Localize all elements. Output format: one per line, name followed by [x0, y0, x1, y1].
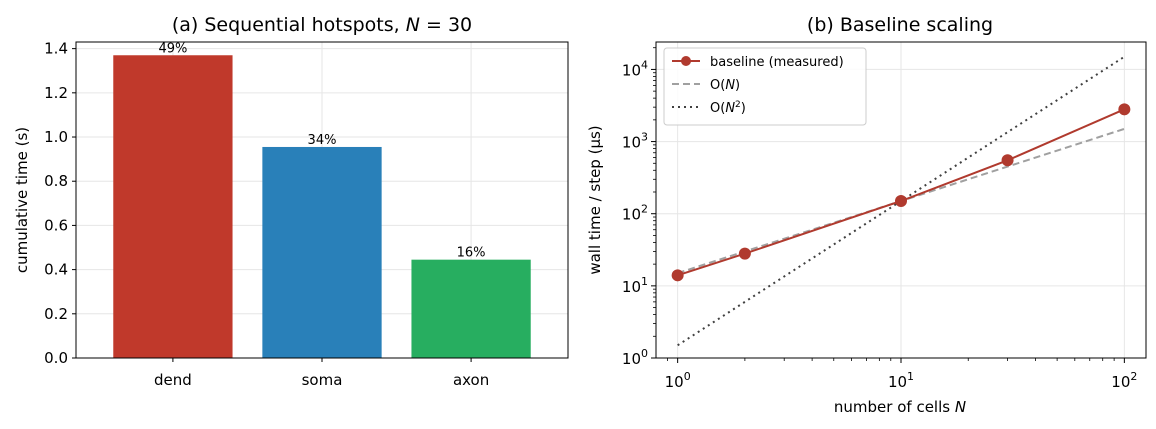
bar-label-axon: 16% [457, 246, 486, 261]
data-point [1001, 154, 1014, 167]
panel-a-ytick-label: 1.4 [44, 40, 68, 58]
panel-a-ytick-label: 1.2 [44, 84, 68, 102]
panel-b-ylabel: wall time / step (µs) [586, 125, 604, 274]
panel-b-xtick-label: 101 [888, 370, 914, 391]
panel-a-xtick-label: dend [154, 371, 192, 389]
panel-a-xtick-label: soma [302, 371, 343, 389]
legend-box [663, 47, 867, 126]
legend-label-2: O(N2) [710, 100, 746, 116]
panel-b-xtick-label: 102 [1111, 370, 1137, 391]
panel-b-xtick-label: 100 [665, 370, 691, 391]
bar-dend [113, 55, 233, 359]
data-point [671, 269, 684, 282]
panel-a-xtick-label: axon [453, 371, 489, 389]
panel-a-title: (a) Sequential hotspots, N = 30 [172, 14, 472, 36]
panel-b-xlabel: number of cells N [834, 398, 966, 416]
legend-label-0: baseline (measured) [710, 55, 844, 70]
bar-soma [262, 146, 382, 358]
legend-marker [681, 56, 691, 66]
data-point [1118, 103, 1131, 116]
data-point [895, 195, 907, 208]
bar-axon [411, 259, 531, 358]
panel-b: (b) Baseline scaling 100 101 102 103 104 100… [586, 14, 1147, 416]
panel-a-ytick-label: 0.6 [44, 216, 68, 234]
panel-a: (a) Sequential hotspots, N = 30 49% 34% 16… [13, 14, 569, 389]
panel-b-title: (b) Baseline scaling [807, 14, 993, 36]
panel-b-ytick-label: 101 [622, 275, 648, 296]
panel-a-ytick-label: 0.2 [44, 305, 68, 323]
panel-b-ytick-label: 103 [622, 131, 648, 152]
panel-a-ytick-label: 0.0 [44, 349, 68, 367]
panel-a-ytick-label: 0.8 [44, 172, 68, 190]
panel-b-ytick-label: 100 [622, 347, 648, 368]
panel-b-ytick-label: 104 [622, 58, 648, 79]
panel-b-ytick-label: 102 [622, 203, 648, 224]
panel-a-ytick-label: 1.0 [44, 128, 68, 146]
bar-label-soma: 34% [308, 133, 337, 148]
panel-a-ylabel: cumulative time (s) [13, 127, 31, 273]
bar-label-dend: 49% [158, 41, 187, 56]
legend-label-1: O(N) [710, 78, 740, 93]
legend: baseline (measured) O(N) O(N2) [663, 47, 867, 126]
panel-a-ytick-label: 0.4 [44, 261, 68, 279]
data-point [738, 247, 751, 260]
